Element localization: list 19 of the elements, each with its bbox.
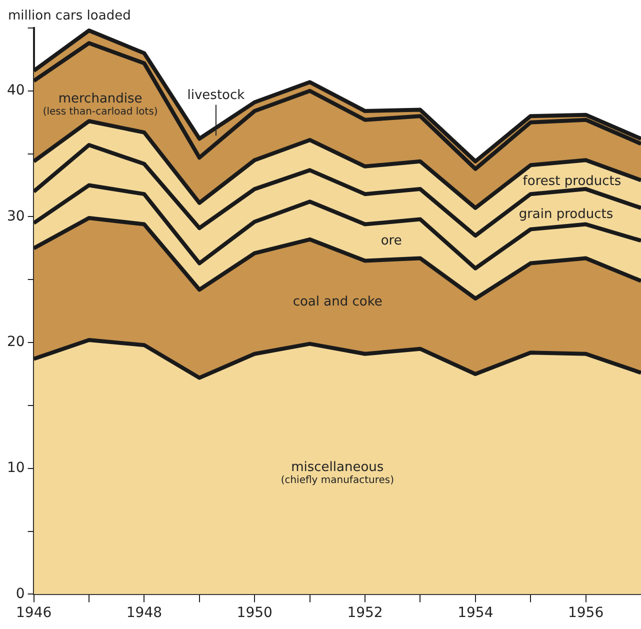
y-tick-label: 30 xyxy=(6,208,25,224)
series-label: livestock xyxy=(187,88,246,104)
x-tick-label: 1954 xyxy=(458,605,494,622)
y-tick-label: 10 xyxy=(6,460,25,476)
x-tick-label: 1948 xyxy=(126,605,162,622)
series-label: forest products xyxy=(522,174,622,189)
series-label: miscellaneous (chiefly manufactures) xyxy=(280,460,394,486)
y-tick-label: 0 xyxy=(16,586,25,602)
x-tick-label: 1950 xyxy=(236,605,272,622)
y-axis-title: million cars loaded xyxy=(8,8,131,24)
series-label: coal and coke xyxy=(292,294,382,310)
x-tick-label: 1952 xyxy=(347,605,383,622)
series-label: ore xyxy=(380,233,402,248)
series-label: merchandise (less than-carload lots) xyxy=(42,92,158,118)
x-tick-label: 1956 xyxy=(568,605,604,622)
y-tick-label: 20 xyxy=(6,334,25,350)
x-tick-label: 1946 xyxy=(16,605,52,622)
series-label: grain products xyxy=(518,207,614,222)
y-tick-label: 40 xyxy=(6,82,25,99)
